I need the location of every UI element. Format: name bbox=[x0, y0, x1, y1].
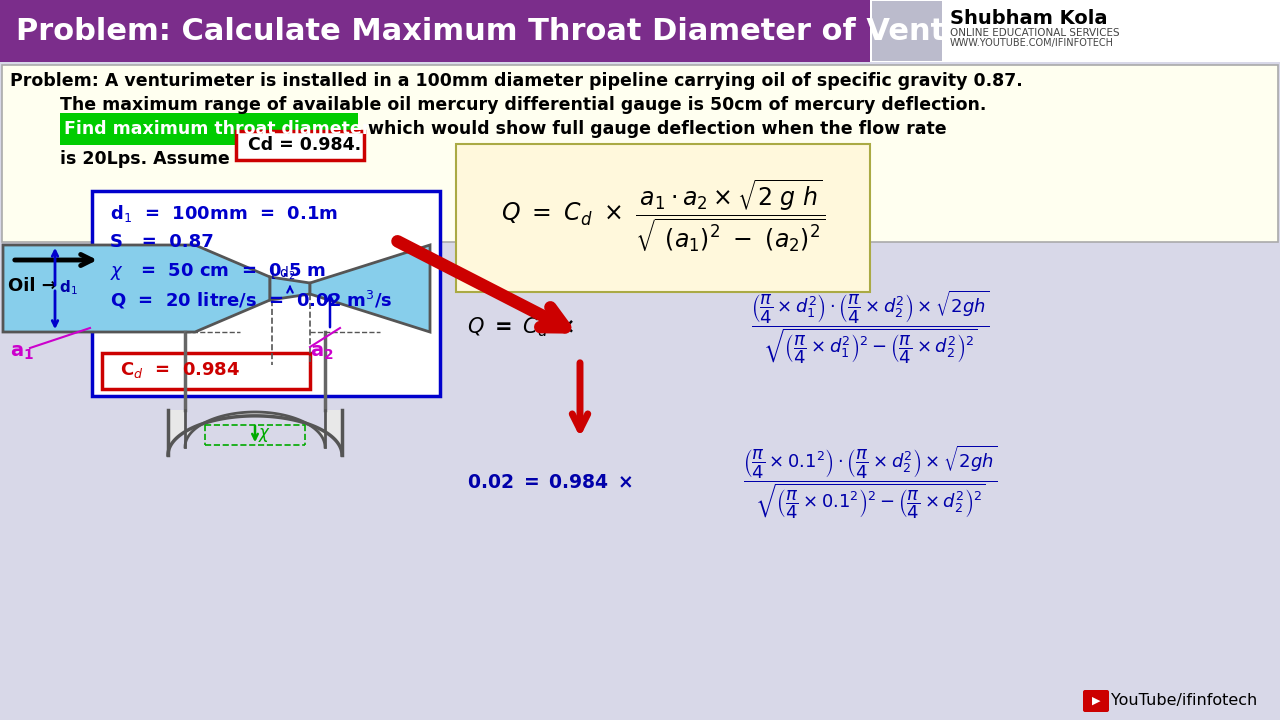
Text: ONLINE EDUCATIONAL SERVICES: ONLINE EDUCATIONAL SERVICES bbox=[950, 28, 1120, 38]
Text: $\boldsymbol{\mathit{Q}\ =\ C_d\ \times}$: $\boldsymbol{\mathit{Q}\ =\ C_d\ \times}… bbox=[467, 315, 575, 339]
Text: Problem: Calculate Maximum Throat Diameter of Venturimeter: Problem: Calculate Maximum Throat Diamet… bbox=[15, 17, 1094, 45]
FancyBboxPatch shape bbox=[3, 65, 1277, 242]
Text: d$_1$: d$_1$ bbox=[59, 279, 78, 297]
Text: $\mathbf{a_2}$: $\mathbf{a_2}$ bbox=[310, 343, 334, 361]
FancyBboxPatch shape bbox=[1083, 690, 1108, 712]
Text: YouTube/ifinfotech: YouTube/ifinfotech bbox=[1111, 693, 1257, 708]
Text: $\dfrac{\left(\dfrac{\pi}{4} \times 0.1^2\right)\cdot\left(\dfrac{\pi}{4} \times: $\dfrac{\left(\dfrac{\pi}{4} \times 0.1^… bbox=[742, 443, 997, 521]
FancyBboxPatch shape bbox=[0, 0, 1280, 62]
Text: $\chi$   =  50 cm  =  0.5 m: $\chi$ = 50 cm = 0.5 m bbox=[110, 261, 326, 282]
Polygon shape bbox=[3, 245, 270, 332]
FancyBboxPatch shape bbox=[872, 1, 942, 61]
Text: $\mathbf{a_1}$: $\mathbf{a_1}$ bbox=[10, 343, 35, 361]
Text: Shubham Kola: Shubham Kola bbox=[950, 9, 1107, 27]
Text: Cd = 0.984.: Cd = 0.984. bbox=[248, 136, 361, 154]
Text: Q  =  20 litre/s  =  0.02 m$^3$/s: Q = 20 litre/s = 0.02 m$^3$/s bbox=[110, 289, 393, 311]
Text: d$_1$  =  100mm  =  0.1m: d$_1$ = 100mm = 0.1m bbox=[110, 202, 338, 223]
Text: which would show full gauge deflection when the flow rate: which would show full gauge deflection w… bbox=[362, 120, 947, 138]
Text: Find maximum throat diameter: Find maximum throat diameter bbox=[64, 120, 370, 138]
Text: ▶: ▶ bbox=[1092, 696, 1101, 706]
Polygon shape bbox=[310, 245, 430, 332]
FancyBboxPatch shape bbox=[102, 353, 310, 389]
Text: C$_d$  =  0.984: C$_d$ = 0.984 bbox=[120, 360, 241, 380]
Text: The maximum range of available oil mercury differential gauge is 50cm of mercury: The maximum range of available oil mercu… bbox=[60, 96, 987, 114]
FancyBboxPatch shape bbox=[456, 144, 870, 292]
Text: $\mathit{Q}\ =\ C_d\ \times\ \dfrac{a_1 \cdot a_2 \times \sqrt{2\ g\ h}}{\sqrt{\: $\mathit{Q}\ =\ C_d\ \times\ \dfrac{a_1 … bbox=[500, 178, 826, 254]
FancyBboxPatch shape bbox=[870, 0, 1280, 62]
Text: Problem: A venturimeter is installed in a 100mm diameter pipeline carrying oil o: Problem: A venturimeter is installed in … bbox=[10, 72, 1023, 90]
Text: $\dfrac{\left(\dfrac{\pi}{4} \times d_1^2\right)\cdot\left(\dfrac{\pi}{4} \times: $\dfrac{\left(\dfrac{\pi}{4} \times d_1^… bbox=[751, 288, 989, 366]
Polygon shape bbox=[168, 410, 342, 455]
Text: is 20Lps. Assume: is 20Lps. Assume bbox=[60, 150, 229, 168]
FancyBboxPatch shape bbox=[236, 131, 364, 160]
Text: S   =  0.87: S = 0.87 bbox=[110, 233, 214, 251]
FancyBboxPatch shape bbox=[60, 113, 358, 145]
Polygon shape bbox=[270, 277, 310, 300]
Text: $\boldsymbol{0.02\ =\ 0.984\ \times}$: $\boldsymbol{0.02\ =\ 0.984\ \times}$ bbox=[467, 472, 632, 492]
Text: $\chi$: $\chi$ bbox=[259, 426, 271, 444]
Text: Oil →: Oil → bbox=[8, 277, 56, 295]
Text: $\lfloor$ d$_2$: $\lfloor$ d$_2$ bbox=[270, 264, 296, 282]
FancyBboxPatch shape bbox=[92, 191, 440, 396]
Text: WWW.YOUTUBE.COM/IFINFOTECH: WWW.YOUTUBE.COM/IFINFOTECH bbox=[950, 38, 1114, 48]
